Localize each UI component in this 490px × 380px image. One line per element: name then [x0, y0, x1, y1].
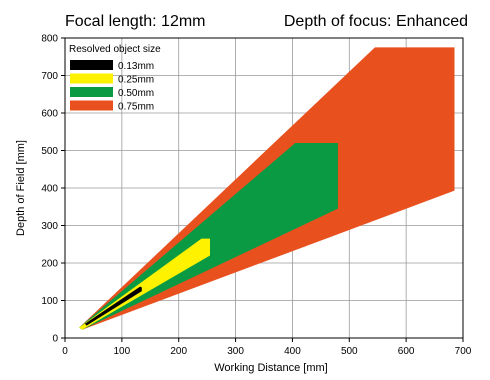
legend-label-0.25mm: 0.25mm	[118, 75, 154, 86]
legend-swatch-0.13mm	[70, 60, 113, 70]
header-depth-of-focus: Depth of focus: Enhanced	[284, 13, 468, 30]
area-0.13mm	[84, 286, 142, 326]
x-tick-label: 700	[455, 346, 472, 357]
y-tick-label: 800	[41, 34, 58, 45]
x-tick-label: 500	[341, 346, 358, 357]
legend-swatch-0.50mm	[70, 87, 113, 97]
legend-swatch-0.25mm	[70, 73, 113, 84]
y-tick-label: 200	[41, 259, 58, 270]
y-tick-label: 700	[41, 71, 58, 82]
header-focal-length: Focal length: 12mm	[65, 13, 206, 30]
y-tick-label: 100	[41, 296, 58, 307]
x-tick-label: 100	[114, 346, 131, 357]
legend-swatch-0.75mm	[70, 100, 113, 111]
legend-title: Resolved object size	[69, 44, 161, 55]
legend-label-0.50mm: 0.50mm	[118, 88, 154, 99]
legend-label-0.75mm: 0.75mm	[118, 102, 154, 113]
y-tick-label: 0	[52, 334, 58, 345]
y-axis-label: Depth of Field [mm]	[15, 140, 27, 236]
series-areas	[79, 47, 455, 330]
y-tick-label: 300	[41, 221, 58, 232]
legend-label-0.13mm: 0.13mm	[118, 61, 154, 72]
x-tick-label: 200	[170, 346, 187, 357]
x-tick-label: 600	[398, 346, 415, 357]
x-tick-label: 400	[284, 346, 301, 357]
legend: Resolved object size 0.13mm 0.25mm 0.50mm 0…	[69, 44, 161, 113]
y-tick-label: 600	[41, 109, 58, 120]
y-tick-label: 500	[41, 146, 58, 157]
x-tick-label: 0	[62, 346, 68, 357]
x-axis-label: Working Distance [mm]	[214, 362, 328, 374]
axis-ticks: 0 100 200 300 400 500 600 700 0 100 200 300 400 500 60…	[41, 34, 471, 358]
y-tick-label: 400	[41, 184, 58, 195]
x-tick-label: 300	[227, 346, 244, 357]
